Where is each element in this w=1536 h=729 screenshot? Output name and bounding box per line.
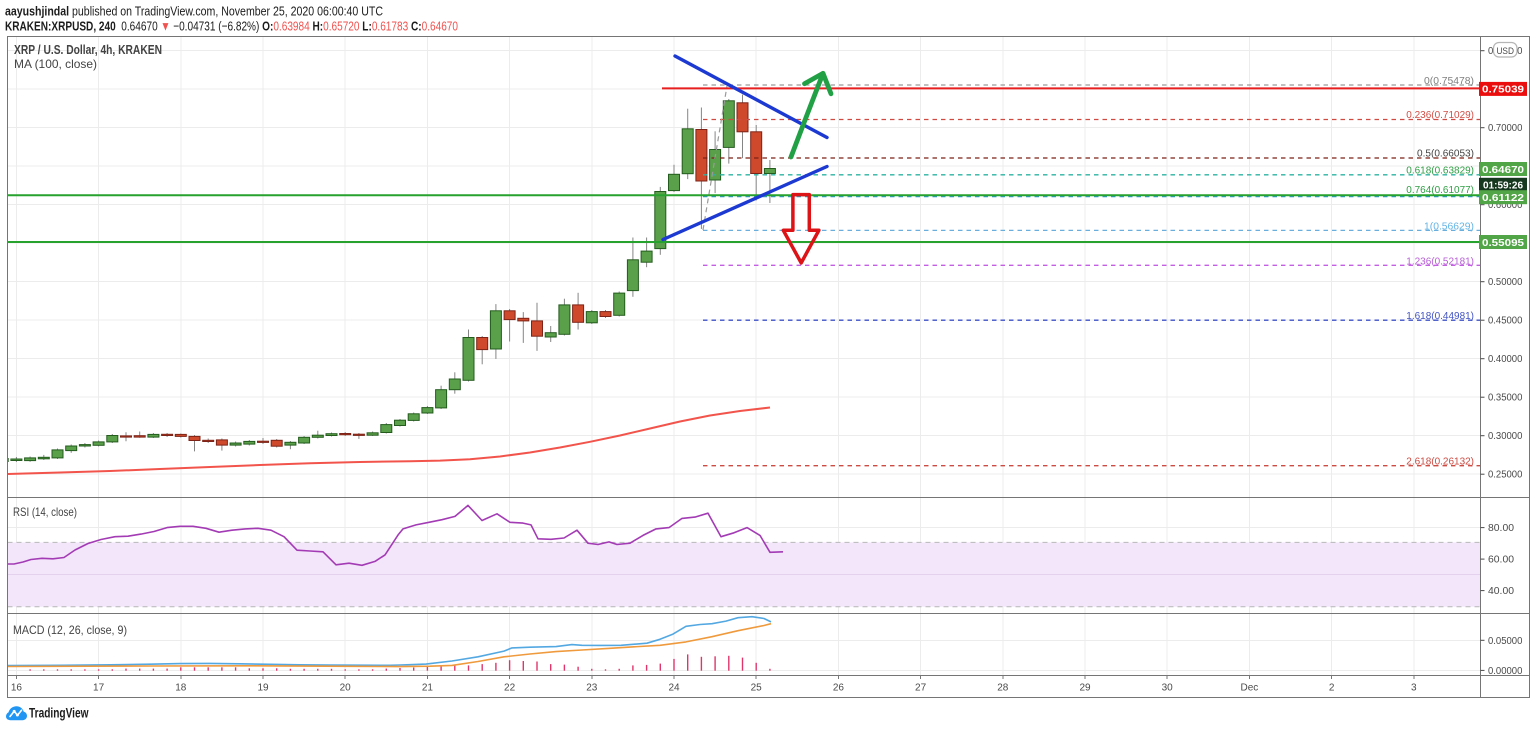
svg-text:20: 20 bbox=[340, 683, 352, 694]
svg-text:0.50000: 0.50000 bbox=[1488, 277, 1523, 288]
svg-text:23: 23 bbox=[586, 683, 598, 694]
svg-text:3: 3 bbox=[1411, 683, 1417, 694]
svg-text:0.25000: 0.25000 bbox=[1488, 470, 1523, 481]
svg-text:01:59:26: 01:59:26 bbox=[1483, 180, 1523, 192]
svg-text:2.618(0.26132): 2.618(0.26132) bbox=[1406, 457, 1474, 468]
svg-text:29: 29 bbox=[1079, 683, 1091, 694]
svg-text:USD: USD bbox=[1496, 46, 1514, 57]
svg-text:2: 2 bbox=[1329, 683, 1335, 694]
svg-text:0.75039: 0.75039 bbox=[1482, 84, 1524, 96]
svg-text:30: 30 bbox=[1162, 683, 1174, 694]
svg-text:80.00: 80.00 bbox=[1488, 523, 1514, 534]
svg-text:60.00: 60.00 bbox=[1488, 555, 1514, 566]
svg-text:0.35000: 0.35000 bbox=[1488, 393, 1523, 404]
svg-text:21: 21 bbox=[422, 683, 434, 694]
svg-text:0.40000: 0.40000 bbox=[1488, 354, 1523, 365]
svg-text:27: 27 bbox=[915, 683, 927, 694]
svg-text:0.05000: 0.05000 bbox=[1488, 636, 1523, 647]
svg-text:0.45000: 0.45000 bbox=[1488, 316, 1523, 327]
svg-text:40.00: 40.00 bbox=[1488, 586, 1514, 597]
svg-text:Dec: Dec bbox=[1241, 683, 1259, 694]
svg-text:0.00000: 0.00000 bbox=[1488, 666, 1523, 677]
svg-text:0.30000: 0.30000 bbox=[1488, 431, 1523, 442]
svg-text:0.236(0.71029): 0.236(0.71029) bbox=[1406, 110, 1474, 121]
svg-text:0.764(0.61077): 0.764(0.61077) bbox=[1406, 185, 1474, 196]
svg-text:0.55095: 0.55095 bbox=[1482, 237, 1524, 249]
svg-text:0.61122: 0.61122 bbox=[1482, 192, 1524, 204]
svg-text:1.236(0.52181): 1.236(0.52181) bbox=[1406, 256, 1474, 267]
svg-text:16: 16 bbox=[11, 683, 23, 694]
svg-text:25: 25 bbox=[751, 683, 763, 694]
svg-text:0.60000: 0.60000 bbox=[1488, 200, 1523, 211]
svg-text:26: 26 bbox=[833, 683, 845, 694]
svg-text:22: 22 bbox=[504, 683, 516, 694]
svg-text:0.64670: 0.64670 bbox=[1482, 164, 1524, 176]
svg-text:18: 18 bbox=[175, 683, 187, 694]
svg-text:24: 24 bbox=[668, 683, 680, 694]
svg-text:17: 17 bbox=[93, 683, 105, 694]
svg-text:1(0.56629): 1(0.56629) bbox=[1424, 221, 1474, 232]
svg-text:0.5(0.66053): 0.5(0.66053) bbox=[1417, 149, 1474, 160]
svg-text:1.618(0.44981): 1.618(0.44981) bbox=[1406, 311, 1474, 322]
svg-text:0.618(0.63829): 0.618(0.63829) bbox=[1406, 166, 1474, 177]
svg-text:19: 19 bbox=[257, 683, 269, 694]
svg-text:0(0.75478): 0(0.75478) bbox=[1424, 76, 1474, 87]
svg-text:0.70000: 0.70000 bbox=[1488, 123, 1523, 134]
svg-text:28: 28 bbox=[997, 683, 1009, 694]
